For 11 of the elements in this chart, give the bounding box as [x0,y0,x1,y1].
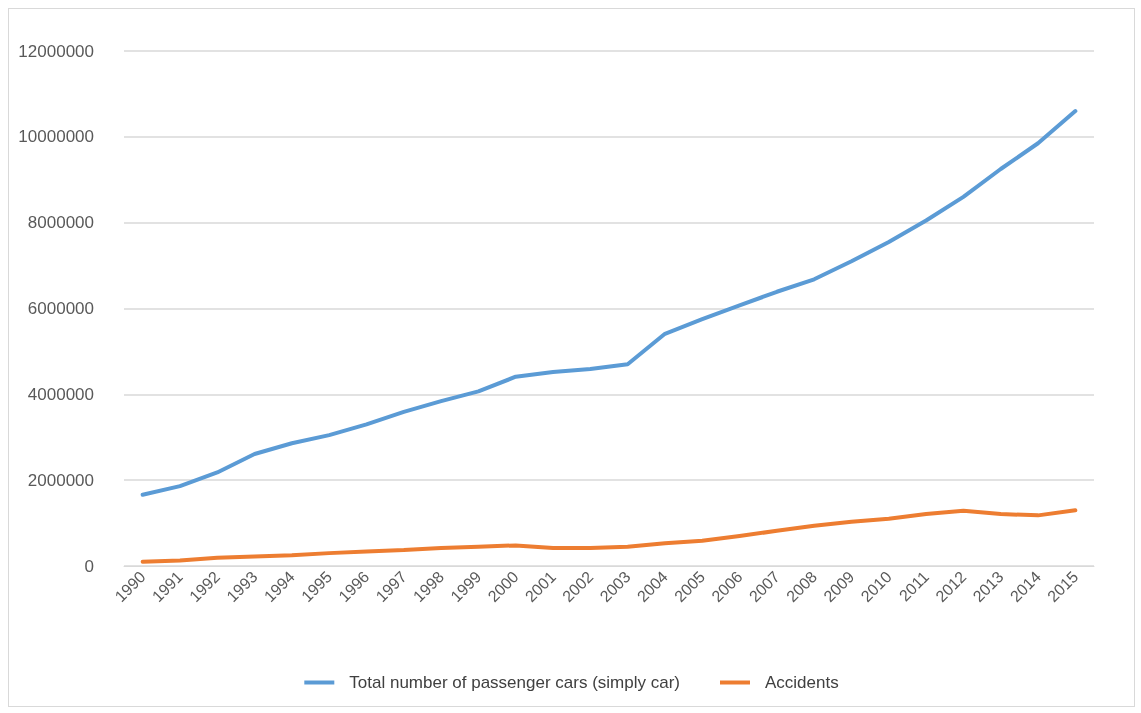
y-tick-label: 4000000 [27,384,94,404]
legend-label: Accidents [764,673,839,692]
y-tick-label: 0 [84,556,94,576]
y-tick-label: 10000000 [18,127,94,147]
y-tick-label: 8000000 [27,213,94,233]
line-series [140,508,1078,564]
y-tick-label: 12000000 [18,41,94,61]
line-series [140,109,1078,497]
y-tick-label: 6000000 [27,299,94,318]
y-tick-label: 2000000 [27,470,94,490]
legend-label: Total number of passenger cars (simply car) [349,673,680,692]
